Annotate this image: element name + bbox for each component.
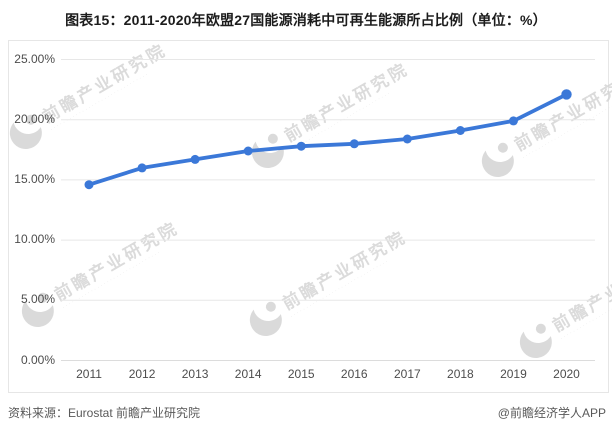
data-point [84,180,94,190]
page-title: 图表15：2011-2020年欧盟27国能源消耗中可再生能源所占比例（单位：%） [65,12,547,28]
chart-plot-area: 25.00% 20.00% 15.00% 10.00% 5.00% 0.00% 2011 20… [8,40,609,393]
y-axis-tick-label: 10.00% [14,232,55,247]
line-chart-svg [61,59,595,361]
y-axis-tick-label: 5.00% [20,292,55,307]
x-axis-tick-label: 2011 [76,367,102,381]
data-point [349,139,359,149]
data-point [508,116,518,126]
y-axis-tick-label: 15.00% [14,171,55,186]
data-point [561,89,572,100]
x-axis-tick-label: 2018 [447,367,474,381]
x-axis-tick-label: 2020 [553,367,580,381]
x-axis-tick-label: 2013 [181,367,209,381]
y-axis-tick-label: 25.00% [14,51,55,66]
x-axis-tick-label: 2017 [393,367,421,381]
x-axis-tick-label: 2014 [234,367,262,381]
source-note: 资料来源：Eurostat 前瞻产业研究院 [8,406,201,420]
y-axis-tick-label: 20.00% [14,111,55,126]
data-point [243,146,253,156]
x-axis-tick-label: 2012 [128,367,156,381]
data-point [402,134,412,144]
x-axis-tick-label: 2016 [340,367,368,381]
x-axis-tick-label: 2019 [500,367,527,381]
series-line [87,92,569,187]
data-point [455,126,465,135]
data-point [296,141,306,151]
x-axis-tick-label: 2015 [287,367,315,381]
data-point [190,154,200,164]
data-point [137,163,147,173]
y-axis-tick-label: 0.00% [20,352,55,367]
credit-note: @前瞻经济学人APP [497,406,606,420]
